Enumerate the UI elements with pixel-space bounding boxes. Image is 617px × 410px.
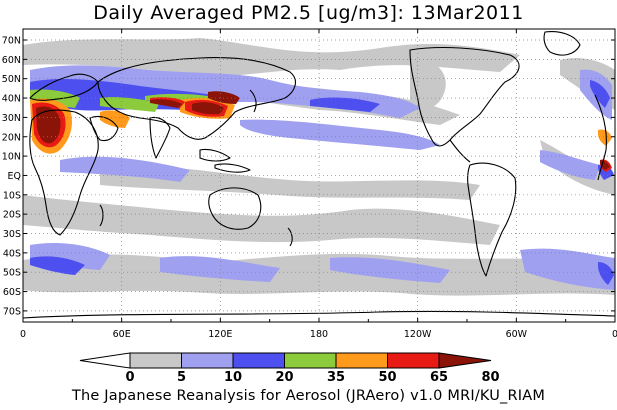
colorbar-tick-label: 80 [481, 370, 499, 385]
lon-label: 60W [506, 329, 528, 340]
data-source-credit: The Japanese Reanalysis for Aerosol (JRA… [71, 388, 546, 404]
lon-label: 0 [20, 329, 26, 340]
colorbar-tick-label: 10 [224, 370, 242, 385]
latitude-axis: 70N 60N 50N 40N 30N 20N 10N EQ 10S 20S 30S 40S 50S 60… [2, 36, 615, 317]
longitude-axis: 0 60E 120E 180 120W 60W 0 [20, 29, 617, 340]
colorbar-cell [129, 352, 182, 369]
colorbar-cell [284, 352, 337, 369]
lat-label: 50S [3, 268, 21, 279]
colorbar-cell [79, 352, 131, 369]
colorbar-cell [438, 352, 492, 369]
colorbar-tick-label: 50 [378, 370, 396, 385]
colorbar-tick-label: 5 [177, 370, 186, 385]
colorbar-cell [387, 352, 440, 369]
colorbar-cell [335, 352, 388, 369]
colorbar-tick-label: 65 [430, 370, 448, 385]
lat-label: 40N [2, 94, 21, 105]
pm25-band-80-plus [36, 91, 610, 170]
lat-label: 10S [3, 190, 21, 201]
map-title: Daily Averaged PM2.5 [ug/m3]: 13Mar2011 [93, 2, 524, 24]
graticule [23, 29, 615, 322]
lon-label: 120E [208, 329, 232, 340]
lat-label: 70S [3, 306, 21, 317]
colorbar-tick-label: 20 [275, 370, 293, 385]
lat-label: 60N [2, 55, 21, 66]
colorbar-cell [181, 352, 234, 369]
lat-label: 40S [3, 248, 21, 259]
lon-label: 0 [612, 329, 617, 340]
colorbar-tick-label: 35 [327, 370, 345, 385]
colorbar-legend: 0 5 10 20 35 50 65 80 [79, 352, 500, 385]
lat-label: EQ [8, 171, 21, 182]
lat-label: 50N [2, 74, 21, 85]
lon-label: 120W [404, 329, 432, 340]
lon-label: 60E [113, 329, 131, 340]
lat-label: 20N [2, 132, 21, 143]
colorbar-cell [232, 352, 285, 369]
colorbar-tick-label: 0 [125, 370, 134, 385]
lat-label: 30S [3, 229, 21, 240]
lat-label: 20S [3, 210, 21, 221]
lat-label: 70N [2, 36, 21, 47]
lat-label: 30N [2, 113, 21, 124]
coastlines [23, 31, 615, 319]
lat-label: 10N [2, 152, 21, 163]
lat-label: 60S [3, 287, 21, 298]
lon-label: 180 [310, 329, 328, 340]
